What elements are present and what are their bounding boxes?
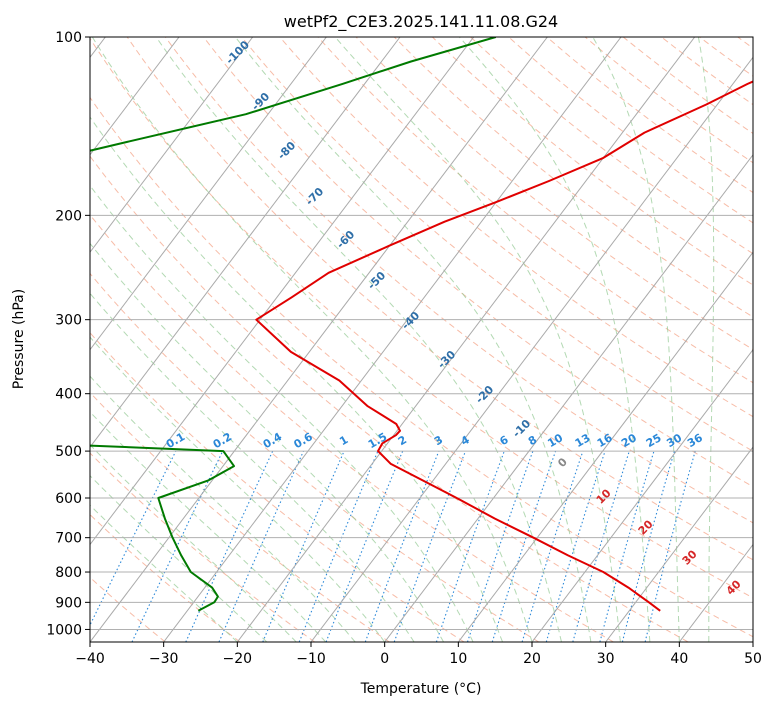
isotherm: [531, 348, 753, 642]
mixing-ratio-line: [298, 450, 379, 642]
dry-adiabat: [90, 391, 390, 642]
x-tick-label: −30: [149, 651, 179, 667]
background-lines: [90, 37, 753, 642]
moist-adiabat: [90, 504, 238, 642]
dry-adiabat: [470, 37, 753, 255]
dry-adiabat: [90, 272, 540, 642]
mixing-ratio-line: [491, 450, 557, 642]
dry-adiabat: [126, 37, 753, 561]
x-tick-label: −10: [296, 651, 326, 667]
x-axis: −40 −30 −20 −10 0 10 20 30 40 50: [75, 642, 762, 667]
moist-adiabat: [697, 37, 715, 642]
mixing-ratio-line: [466, 450, 534, 642]
dry-adiabat: [164, 37, 753, 524]
mixing-ratio-line: [435, 450, 505, 642]
mixing-ratio-line: [545, 450, 606, 642]
isotherm: [457, 251, 753, 642]
isotherm: [90, 37, 254, 254]
moist-adiabat: [592, 37, 680, 642]
dry-adiabat: [279, 37, 753, 418]
isotherm: [90, 37, 180, 156]
mixing-ratio-line: [262, 450, 345, 642]
x-tick-label: 50: [744, 651, 762, 667]
isotherm: [236, 37, 696, 642]
mixing-ratio-line: [90, 450, 177, 627]
x-tick-label: 10: [449, 651, 467, 667]
mixing-ratio-line: [325, 450, 404, 642]
moist-adiabat: [90, 184, 474, 642]
x-tick-label: 20: [523, 651, 541, 667]
y-tick-label: 400: [55, 387, 82, 403]
moist-adiabat: [334, 37, 621, 642]
y-tick-label: 700: [55, 531, 82, 547]
moist-adiabat: [155, 37, 562, 642]
moist-adiabat: [90, 242, 445, 642]
x-tick-label: 30: [597, 651, 615, 667]
y-tick-label: 500: [55, 444, 82, 460]
plot-frame: [89, 36, 754, 643]
mixing-ratio-line: [521, 450, 584, 642]
y-tick-label: 900: [55, 595, 82, 611]
x-tick-label: 0: [380, 651, 389, 667]
dry-adiabat: [90, 96, 753, 638]
temperature-line: [255, 80, 753, 612]
dry-adiabat: [432, 37, 753, 286]
y-tick-label: 1000: [46, 622, 82, 638]
isotherm: [605, 446, 753, 642]
moist-adiabat: [90, 411, 327, 642]
profiles: [90, 37, 753, 612]
mixing-ratio-line: [599, 450, 655, 642]
isotherm: [90, 37, 327, 351]
dry-adiabat: [90, 213, 614, 642]
chart-title: wetPf2_C2E3.2025.141.11.08.G24: [284, 12, 558, 32]
y-tick-label: 300: [55, 313, 82, 329]
mixing-ratio-line: [572, 450, 630, 642]
moist-adiabat: [90, 336, 386, 642]
dry-adiabat: [355, 37, 753, 351]
moist-adiabat: [91, 37, 533, 642]
x-tick-label: −20: [223, 651, 253, 667]
y-axis-label: Pressure (hPa): [11, 289, 27, 389]
x-tick-label: −40: [75, 651, 105, 667]
mixing-ratio-line: [218, 450, 305, 642]
dry-adiabat: [90, 37, 753, 599]
dry-adiabat: [90, 452, 315, 642]
moist-adiabat: [235, 37, 592, 642]
y-tick-label: 800: [55, 565, 82, 581]
mixing-ratio-line: [621, 450, 676, 642]
x-tick-label: 40: [670, 651, 688, 667]
y-tick-label: 100: [55, 30, 82, 46]
mixing-ratio-line: [364, 450, 440, 642]
moist-adiabat: [90, 474, 268, 642]
dry-adiabat: [241, 37, 753, 452]
isotherm: [384, 153, 753, 642]
dry-adiabat: [317, 37, 753, 384]
dry-adiabat: [393, 37, 753, 318]
y-tick-label: 200: [55, 208, 82, 224]
isotherm: [90, 37, 475, 546]
moist-adiabat: [90, 116, 503, 642]
y-axis: 100 200 300 400 500 600 700 800 900 1000: [46, 30, 90, 638]
isotherm: [90, 37, 548, 642]
isotherm: [90, 37, 401, 448]
y-tick-label: 600: [55, 491, 82, 507]
dewpoint-line: [90, 37, 497, 612]
isotherm: [163, 37, 622, 642]
x-axis-label: Temperature (°C): [360, 681, 482, 697]
isotherm: [310, 56, 753, 642]
moist-adiabat: [90, 444, 297, 642]
